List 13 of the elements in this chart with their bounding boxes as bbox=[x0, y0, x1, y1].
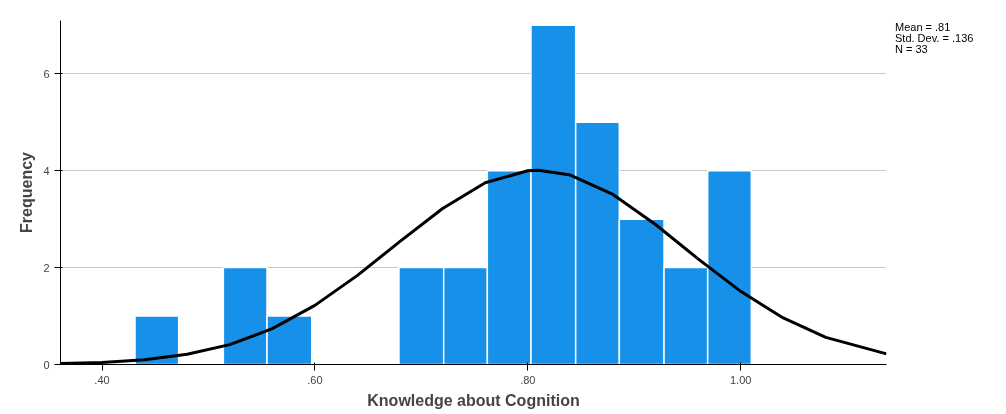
y-axis-title: Frequency bbox=[18, 151, 36, 233]
x-tick-label: .80 bbox=[520, 373, 536, 386]
y-tick-label: 4 bbox=[43, 164, 50, 177]
text: Mean = .81 bbox=[895, 21, 951, 33]
y-tick-label: 0 bbox=[43, 358, 50, 371]
y-tick-label: 2 bbox=[43, 261, 50, 274]
y-tick-label: 6 bbox=[43, 67, 50, 80]
text: Std. Dev. = .136 bbox=[895, 32, 974, 44]
x-tick-label: .40 bbox=[94, 373, 110, 386]
x-tick-label: 1.00 bbox=[729, 373, 752, 386]
x-tick-label: .60 bbox=[307, 373, 323, 386]
x-axis-title: Knowledge about Cognition bbox=[367, 391, 580, 409]
text: N = 33 bbox=[895, 43, 928, 55]
